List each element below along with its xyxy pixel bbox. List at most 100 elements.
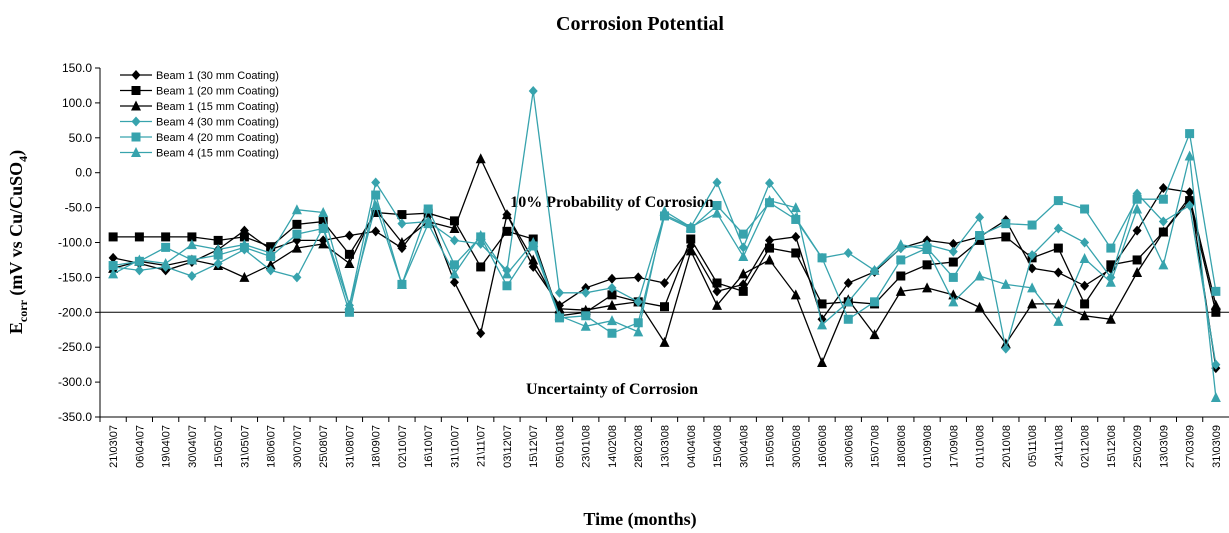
data-point — [1053, 223, 1063, 234]
data-point — [764, 254, 775, 265]
data-point — [1080, 237, 1090, 248]
data-point — [265, 247, 276, 258]
x-tick-label: 21\03\07 — [108, 425, 120, 468]
data-point — [108, 268, 119, 279]
y-tick-label: -300.0 — [58, 375, 92, 389]
data-point — [239, 239, 250, 250]
x-tick-label: 25\08\07 — [318, 425, 330, 468]
legend-label: Beam 4 (15 mm Coating) — [156, 148, 279, 160]
data-point — [1027, 263, 1037, 274]
legend-marker — [131, 132, 141, 142]
data-point — [1080, 299, 1090, 309]
data-point — [449, 268, 460, 279]
data-point — [475, 230, 486, 241]
x-tick-label: 15\05\08 — [765, 425, 777, 468]
data-point — [1185, 129, 1195, 139]
x-tick-label: 28\02\08 — [633, 425, 645, 468]
data-point — [870, 297, 880, 307]
data-point — [1053, 243, 1063, 253]
data-point — [1001, 343, 1011, 354]
data-point — [371, 177, 381, 188]
data-point — [1053, 267, 1063, 278]
data-point — [449, 235, 459, 246]
data-point — [738, 286, 748, 296]
x-tick-label: 03\12\07 — [502, 425, 514, 468]
data-point — [607, 328, 617, 338]
data-point — [187, 255, 197, 265]
y-tick-label: -150.0 — [58, 270, 92, 284]
data-point — [187, 271, 197, 282]
data-point — [239, 232, 249, 242]
data-point — [975, 212, 985, 223]
data-point — [1027, 298, 1038, 309]
data-point — [922, 282, 933, 293]
data-point — [292, 219, 302, 229]
data-point — [161, 242, 171, 252]
y-tick-label: -250.0 — [58, 340, 92, 354]
data-point — [187, 232, 197, 242]
data-point — [948, 257, 958, 267]
data-point — [843, 247, 853, 258]
x-tick-label: 30\05\08 — [791, 425, 803, 468]
data-point — [1105, 313, 1116, 324]
x-tick-label: 30\04\07 — [187, 425, 199, 468]
data-point — [1053, 315, 1064, 326]
x-tick-label: 31\03\09 — [1211, 425, 1223, 468]
data-point — [660, 211, 669, 221]
annotation: Uncertainty of Corrosion — [526, 381, 698, 398]
y-tick-label: 100.0 — [62, 96, 92, 110]
data-point — [1158, 194, 1168, 204]
data-point — [922, 243, 933, 254]
data-point — [1210, 391, 1221, 402]
data-point — [370, 200, 381, 211]
x-tick-label: 05\01\08 — [554, 425, 566, 468]
y-label-part: (mV vs Cu/CuSO — [6, 162, 27, 300]
x-tick-label: 20\10\08 — [1001, 425, 1013, 468]
data-point — [423, 218, 434, 229]
data-point — [975, 231, 985, 241]
legend-label: Beam 1 (20 mm Coating) — [156, 86, 279, 98]
data-point — [765, 178, 775, 189]
x-tick-label: 04\04\08 — [686, 425, 698, 468]
data-point — [633, 272, 643, 283]
data-point — [1158, 259, 1169, 270]
data-point — [660, 277, 669, 288]
data-point — [161, 232, 171, 242]
data-point — [371, 190, 381, 200]
data-point — [501, 209, 512, 220]
x-tick-label: 13\03\09 — [1158, 425, 1170, 468]
data-point — [397, 218, 407, 229]
data-point — [738, 242, 748, 253]
data-point — [134, 254, 145, 265]
legend-marker — [131, 86, 141, 95]
data-point — [554, 310, 565, 321]
data-point — [186, 239, 197, 250]
data-point — [554, 287, 564, 298]
data-point — [1000, 338, 1011, 349]
data-point — [869, 329, 880, 340]
x-tick-label: 30\07\07 — [292, 425, 304, 468]
x-tick-label: 15\12\07 — [528, 425, 540, 468]
data-point — [581, 311, 591, 321]
data-point — [843, 314, 853, 324]
x-tick-label: 01\09\08 — [922, 425, 934, 468]
data-point — [1027, 282, 1038, 293]
data-point — [213, 258, 223, 269]
x-tick-label: 16\10\07 — [423, 425, 435, 468]
x-tick-label: 19\04\07 — [161, 425, 173, 468]
data-point — [975, 235, 985, 245]
data-point — [580, 320, 591, 331]
data-point — [974, 301, 985, 312]
data-point — [606, 315, 617, 326]
data-point — [1132, 267, 1143, 278]
x-tick-label: 01\10\08 — [975, 425, 987, 468]
legend-label: Beam 4 (30 mm Coating) — [156, 117, 279, 129]
data-point — [896, 255, 906, 265]
data-point — [817, 299, 827, 309]
data-point — [1211, 307, 1221, 317]
data-point — [344, 230, 354, 241]
data-point — [1132, 194, 1142, 204]
data-point — [476, 262, 486, 272]
x-tick-label: 31\10\07 — [449, 425, 461, 468]
x-tick-label: 15\07\08 — [870, 425, 882, 468]
